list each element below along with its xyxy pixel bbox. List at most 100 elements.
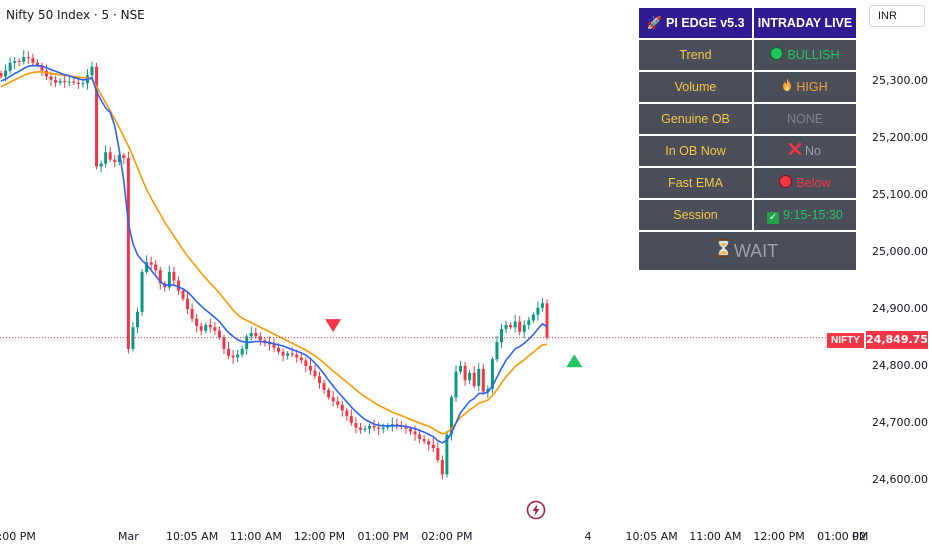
candle-body xyxy=(390,424,394,426)
candle-body xyxy=(63,81,67,83)
candle-body xyxy=(126,157,130,349)
genuine-ob-label: Genuine OB xyxy=(639,104,752,134)
candle-body xyxy=(331,397,335,402)
price-tick-label: 25,300.00 xyxy=(872,74,928,87)
candle-body xyxy=(413,431,417,435)
time-tick-label: 10:05 AM xyxy=(625,530,678,543)
green-circle-icon xyxy=(770,47,784,60)
candle-body xyxy=(190,309,194,319)
panel-row-trend: Trend BULLISH xyxy=(639,40,856,70)
candle-body xyxy=(404,426,408,429)
candle-body xyxy=(540,303,544,308)
candle-body xyxy=(13,61,17,63)
candle-body xyxy=(199,326,203,331)
panel-row-volume: Volume HIGH xyxy=(639,72,856,102)
symbol-title[interactable]: Nifty 50 Index · 5 · NSE xyxy=(6,8,145,22)
pi-edge-status-panel: 🚀 PI EDGE v5.3 INTRADAY LIVE Trend BULLIS… xyxy=(639,8,856,270)
candle-body xyxy=(440,460,444,475)
fast-ema-line xyxy=(0,64,548,444)
fire-icon xyxy=(782,72,792,102)
candle-body xyxy=(472,372,476,386)
candle-body xyxy=(386,425,390,428)
candle-body xyxy=(345,410,349,417)
price-tick-label: 25,000.00 xyxy=(872,245,928,258)
bolt-logo-icon[interactable] xyxy=(526,500,546,525)
price-tick-label: 25,100.00 xyxy=(872,188,928,201)
price-tick-label: 25,200.00 xyxy=(872,131,928,144)
candle-body xyxy=(459,366,463,372)
candle-body xyxy=(258,336,262,341)
candle-body xyxy=(281,351,285,356)
candle-body xyxy=(54,79,58,83)
candle-body xyxy=(0,73,3,77)
time-tick-label: 02:00 PM xyxy=(0,530,36,543)
candle-body xyxy=(495,342,499,360)
symbol-price-label: NIFTY xyxy=(827,333,864,348)
price-tick-label: 24,600.00 xyxy=(872,473,928,486)
time-tick-label: 11:00 AM xyxy=(229,530,282,543)
candle-body xyxy=(117,155,121,162)
candle-body xyxy=(208,324,212,328)
time-tick-label: 11:00 AM xyxy=(689,530,742,543)
candle-body xyxy=(31,58,35,63)
time-tick-label: 10:05 AM xyxy=(165,530,219,543)
fast-ema-label: Fast EMA xyxy=(639,168,752,198)
candle-body xyxy=(8,62,12,71)
candle-body xyxy=(181,290,185,299)
candle-body xyxy=(354,423,358,428)
candle-body xyxy=(531,314,535,321)
candle-body xyxy=(295,354,299,358)
currency-selector[interactable]: INR xyxy=(869,5,925,27)
red-circle-icon xyxy=(779,175,793,188)
candle-body xyxy=(81,83,85,85)
candle-body xyxy=(308,366,312,371)
time-tick-label: 01:00 PM xyxy=(817,530,869,543)
candle-body xyxy=(377,427,381,429)
session-label: Session xyxy=(639,200,752,230)
candle-body xyxy=(358,427,362,430)
price-chart[interactable] xyxy=(0,0,862,520)
candle-body xyxy=(172,271,176,281)
candle-body xyxy=(236,354,240,358)
candle-body xyxy=(149,262,153,265)
candle-body xyxy=(409,428,412,432)
candle-body xyxy=(104,152,108,164)
candle-body xyxy=(72,81,76,83)
sell-signal-marker xyxy=(325,319,342,333)
candle-body xyxy=(213,327,217,331)
fast-ema-value: Below xyxy=(754,168,856,198)
candle-body xyxy=(108,152,112,160)
panel-row-genuine-ob: Genuine OB NONE xyxy=(639,104,856,134)
candle-body xyxy=(313,370,317,377)
candle-body xyxy=(277,347,281,352)
candle-body xyxy=(336,401,340,405)
candle-body xyxy=(249,332,253,337)
time-tick-label: 4 xyxy=(584,530,592,543)
candle-body xyxy=(454,371,458,398)
candle-body xyxy=(140,271,144,312)
trend-label: Trend xyxy=(639,40,752,70)
candle-body xyxy=(431,444,435,449)
candle-body xyxy=(22,57,26,62)
volume-value: HIGH xyxy=(754,72,856,102)
candle-body xyxy=(17,61,21,63)
candle-body xyxy=(136,311,139,328)
candle-body xyxy=(58,81,62,83)
candle-body xyxy=(436,448,440,461)
panel-status: WAIT xyxy=(639,232,856,270)
candle-body xyxy=(158,270,162,284)
candle-body xyxy=(368,425,372,429)
candle-body xyxy=(363,428,367,430)
panel-header-row: 🚀 PI EDGE v5.3 INTRADAY LIVE xyxy=(639,8,856,38)
candle-body xyxy=(445,434,449,475)
hourglass-icon xyxy=(716,232,730,270)
rocket-icon: 🚀 xyxy=(646,16,663,30)
candle-body xyxy=(45,70,48,77)
candle-body xyxy=(76,82,80,84)
candle-body xyxy=(527,320,531,325)
candle-body xyxy=(318,376,321,384)
panel-row-fast-ema: Fast EMA Below xyxy=(639,168,856,198)
price-axis[interactable]: 24,600.00 24,700.00 24,800.00 24,900.00 25,0… xyxy=(862,0,932,520)
candle-body xyxy=(477,368,481,386)
candle-body xyxy=(513,321,517,328)
